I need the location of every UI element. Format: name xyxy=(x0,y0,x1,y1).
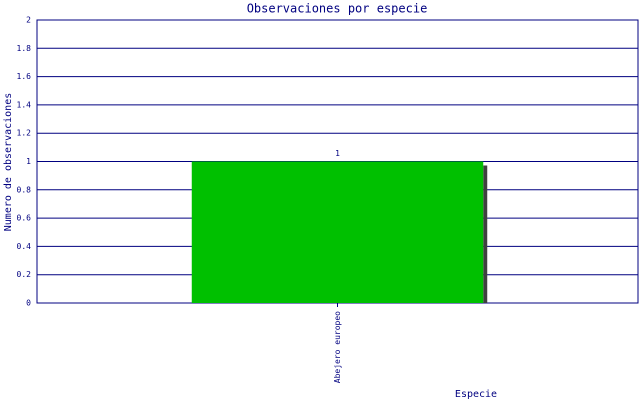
chart-title: Observaciones por especie xyxy=(247,2,428,16)
y-tick-label: 1.2 xyxy=(17,129,32,138)
y-axis-label: Numero de observaciones xyxy=(3,93,14,231)
y-tick-label: 1.8 xyxy=(17,44,32,53)
x-tick-label: Abejero europeo xyxy=(333,311,342,383)
bar xyxy=(191,161,484,303)
y-tick-label: 0.6 xyxy=(17,214,32,223)
value-label: 1 xyxy=(335,149,340,158)
bar-shadow xyxy=(483,165,488,303)
y-tick-label: 0.4 xyxy=(17,242,32,251)
y-tick-label: 1 xyxy=(26,157,31,166)
y-tick-label: 0.8 xyxy=(17,185,32,194)
x-axis-label: Especie xyxy=(455,389,497,400)
y-tick-label: 0 xyxy=(26,299,31,308)
y-tick-label: 2 xyxy=(26,16,31,25)
y-tick-label: 1.6 xyxy=(17,72,32,81)
y-tick-label: 1.4 xyxy=(17,100,32,109)
y-tick-label: 0.2 xyxy=(17,270,32,279)
